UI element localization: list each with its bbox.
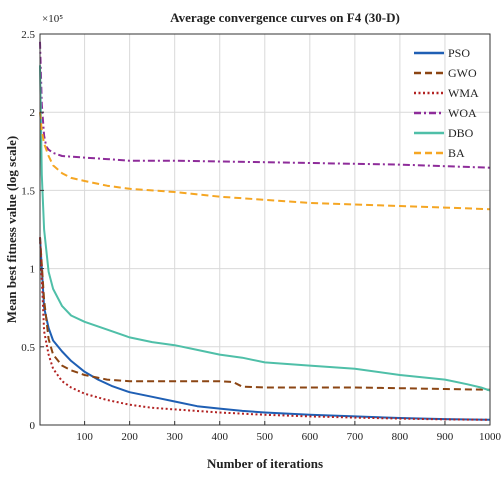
y-tick-label: 0.5 xyxy=(21,342,35,354)
series-line-ba xyxy=(39,112,491,211)
x-tick-label: 900 xyxy=(437,431,454,443)
x-tick-label: 1000 xyxy=(479,431,502,443)
chart-title: Average convergence curves on F4 (30-D) xyxy=(170,10,400,25)
series-line-gwo xyxy=(39,237,491,391)
x-tick-label: 100 xyxy=(76,431,93,443)
series-lines xyxy=(39,41,491,421)
x-tick-label: 500 xyxy=(257,431,274,443)
series-line-pso xyxy=(39,237,491,421)
grid xyxy=(40,33,491,426)
x-tick-label: 600 xyxy=(302,431,319,443)
y-axis-label: Mean best fitness value (log scale) xyxy=(4,136,19,323)
x-tick-label: 200 xyxy=(121,431,138,443)
x-tick-label: 400 xyxy=(211,431,228,443)
legend-label-wma: WMA xyxy=(448,86,479,100)
series-line-woa xyxy=(39,41,491,169)
x-tick-label: 700 xyxy=(347,431,364,443)
x-tick-label: 300 xyxy=(166,431,183,443)
axis-ticks: 100 200 300 400 500 600 700 800 900 1000 0 0.5 1 1.5 2… xyxy=(21,29,501,443)
legend: PSO GWO WMA WOA DBO BA xyxy=(414,46,479,160)
y-tick-label: 0 xyxy=(30,420,36,432)
y-tick-label: 2 xyxy=(30,107,36,119)
y-axis-exponent: ×10⁵ xyxy=(42,13,63,25)
legend-label-pso: PSO xyxy=(448,46,470,60)
y-tick-label: 1 xyxy=(30,264,36,276)
x-axis-label: Number of iterations xyxy=(207,456,323,471)
legend-label-dbo: DBO xyxy=(448,126,474,140)
series-line-dbo xyxy=(39,65,491,392)
legend-label-gwo: GWO xyxy=(448,66,477,80)
legend-label-ba: BA xyxy=(448,146,465,160)
x-tick-label: 800 xyxy=(392,431,409,443)
legend-label-woa: WOA xyxy=(448,106,477,120)
y-tick-label: 2.5 xyxy=(21,29,35,41)
y-tick-label: 1.5 xyxy=(21,185,35,197)
